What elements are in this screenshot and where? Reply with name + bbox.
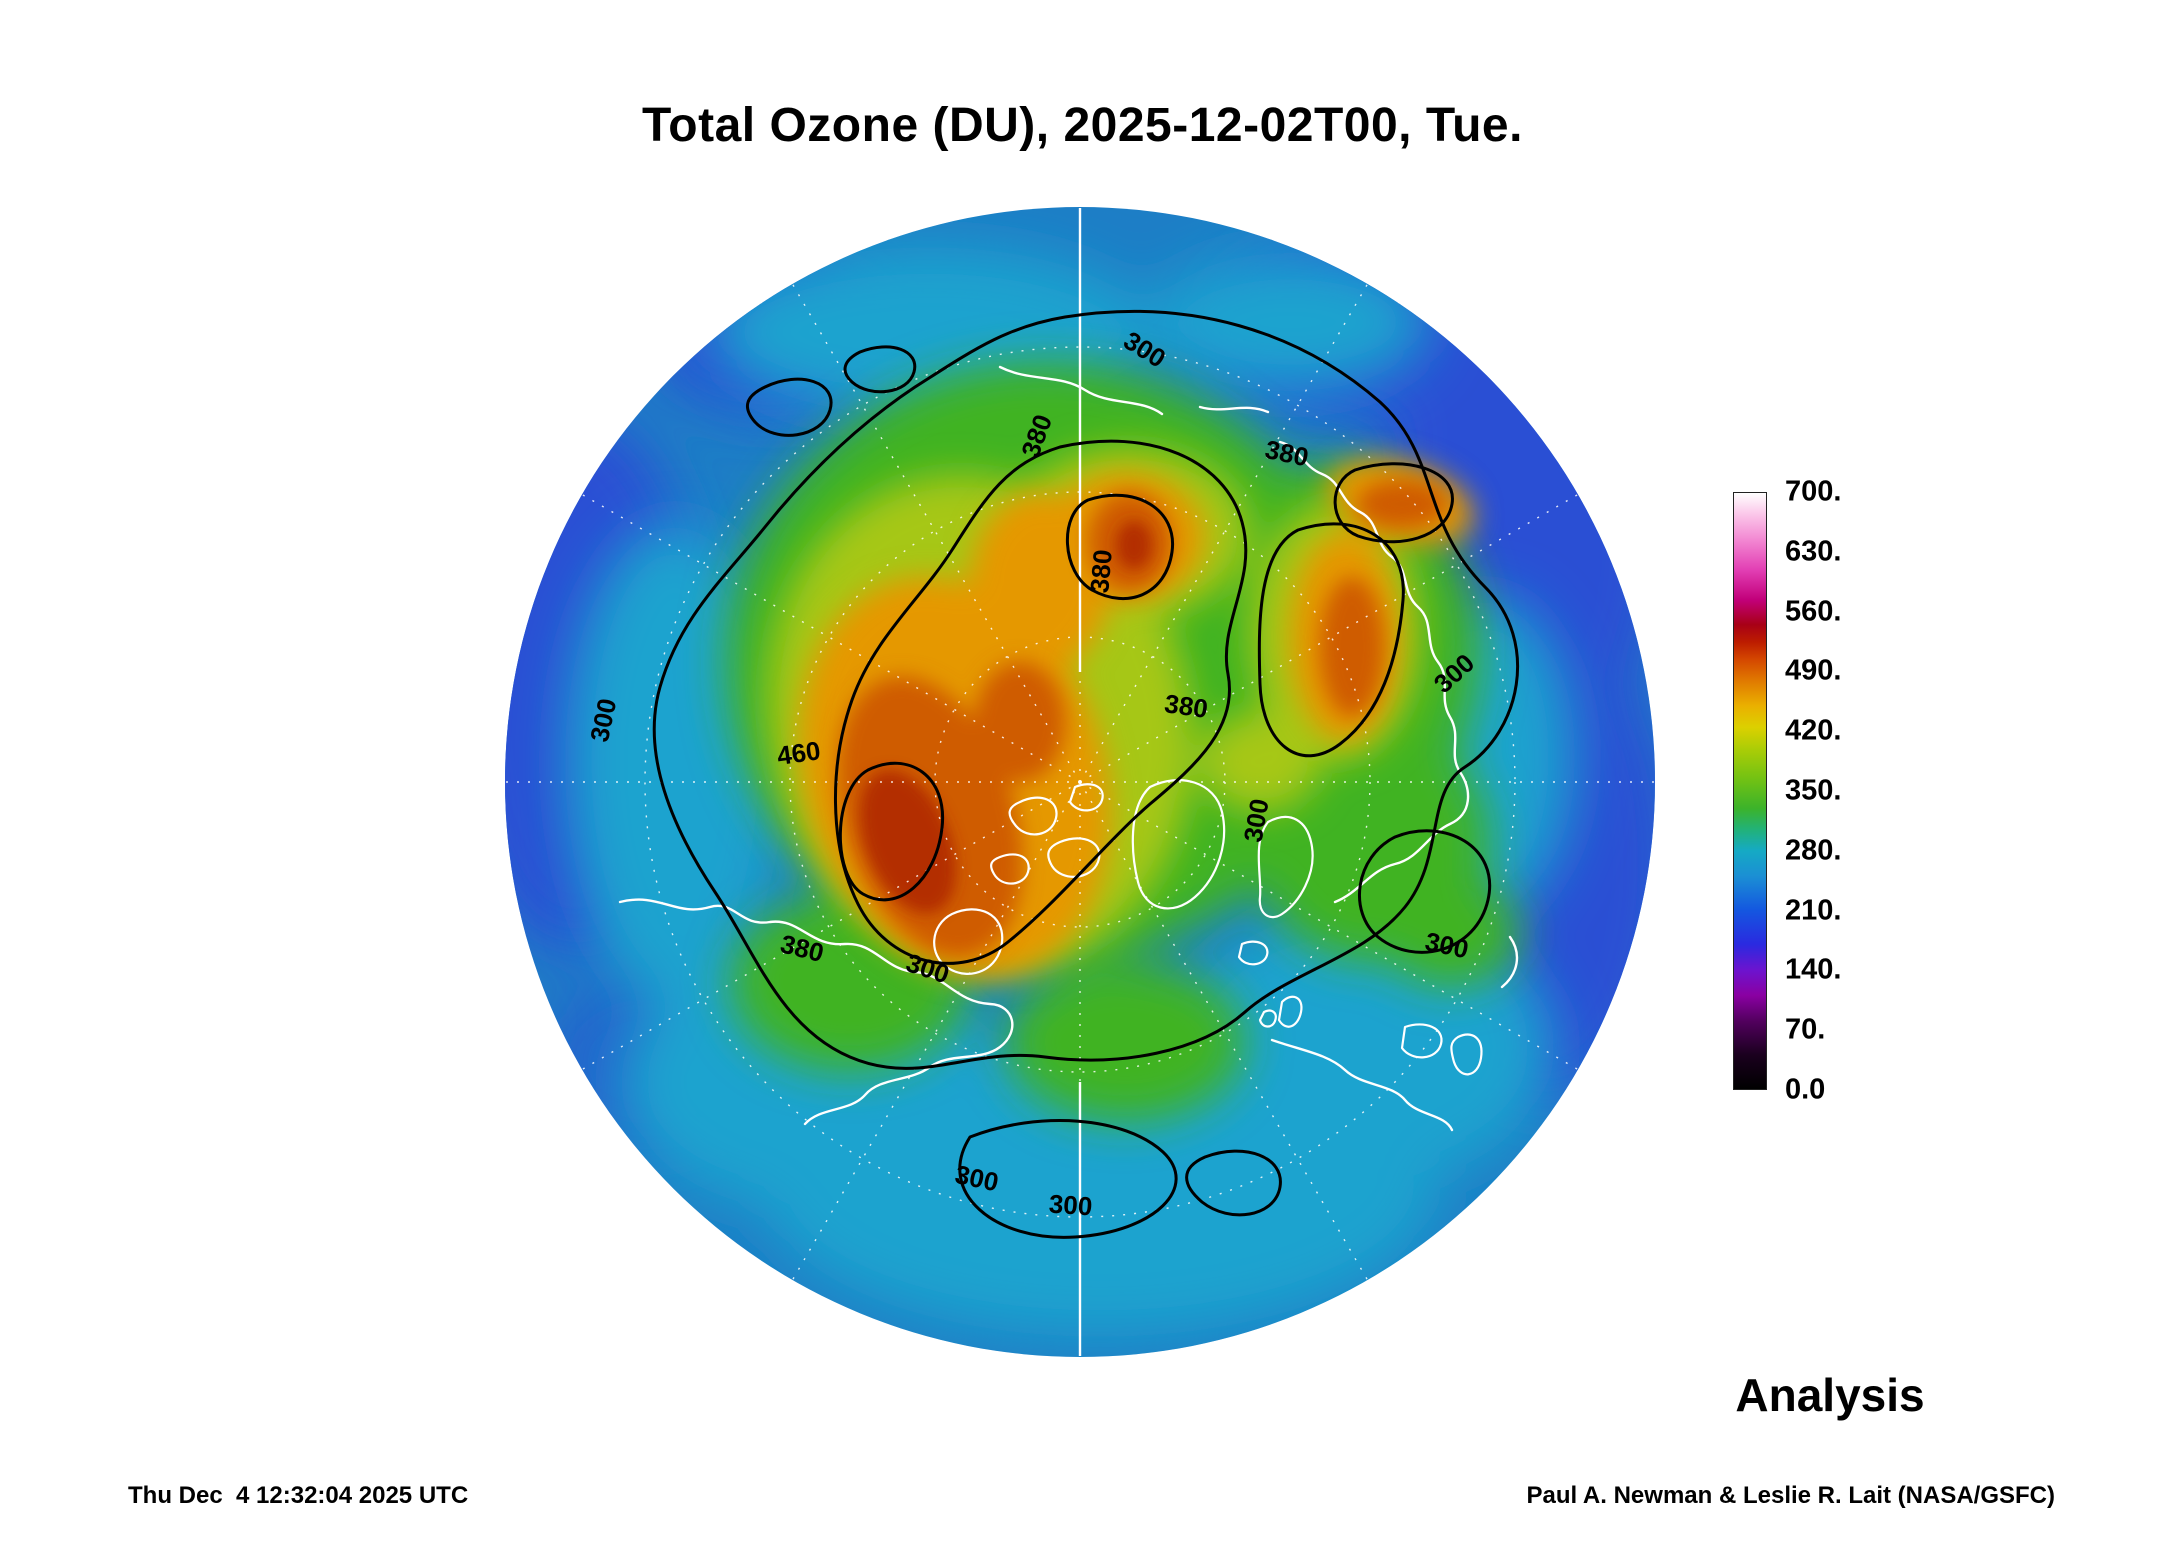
coastline-scandinavia — [1257, 816, 1314, 919]
contour-460 — [838, 761, 945, 902]
analysis-label: Analysis — [1735, 1369, 1925, 1421]
colorbar-tick: 280. — [1785, 834, 1842, 867]
contour-label: 460 — [775, 735, 822, 771]
colorbar-tick: 700. — [1785, 475, 1842, 508]
contour-lines — [652, 309, 1519, 1239]
contour-380-topright — [1333, 462, 1454, 544]
footer-timestamp: Thu Dec 4 12:32:04 2025 UTC — [128, 1482, 469, 1509]
contour-label: 380 — [1084, 548, 1118, 594]
contour-label: 300 — [1048, 1189, 1093, 1222]
colorbar — [1733, 492, 1767, 1090]
colorbar-tick: 70. — [1785, 1013, 1826, 1046]
field-dark-orange — [837, 480, 1447, 958]
coastline-alaska-bering — [998, 365, 1164, 416]
contour-300-island-topleft — [745, 377, 833, 437]
colorbar-tick: 210. — [1785, 894, 1842, 927]
contour-300-island-topleft-small — [843, 345, 917, 394]
coastline-east-asia — [1500, 935, 1519, 989]
coastline-arctic-island — [1068, 783, 1104, 812]
coastline-north-america — [618, 898, 1014, 1126]
contour-300-island-bottom — [958, 1119, 1178, 1239]
contour-380-right — [1257, 522, 1405, 758]
coastline-caspian-sea — [1450, 1033, 1483, 1076]
colorbar-gradient — [1734, 493, 1766, 1089]
colorbar-tick: 560. — [1785, 595, 1842, 628]
coastline-arctic-island — [1008, 796, 1058, 836]
contour-300-island-right — [1357, 829, 1492, 954]
contour-300-outer — [652, 309, 1519, 1070]
contour-380-main — [833, 439, 1248, 965]
contour-420-inner — [1066, 493, 1175, 600]
colorbar-tick: 630. — [1785, 535, 1842, 568]
coastline-arctic-island — [990, 853, 1030, 885]
colorbar-tick: 140. — [1785, 953, 1842, 986]
coastline-hudson-bay — [933, 908, 1004, 975]
page-title: Total Ozone (DU), 2025-12-02T00, Tue. — [642, 99, 1523, 152]
coastline-iceland — [1237, 940, 1269, 966]
graticule — [505, 207, 1655, 1357]
field-red-maximum — [859, 521, 1152, 914]
colorbar-tick: 420. — [1785, 714, 1842, 747]
coastline-chukotka — [1198, 405, 1270, 414]
coastline-europe-mediterranean — [1270, 1038, 1454, 1132]
coastline-britain — [1277, 995, 1303, 1028]
colorbar-tick: 350. — [1785, 774, 1842, 807]
coastline-black-sea — [1400, 1023, 1443, 1059]
footer-credit: Paul A. Newman & Leslie R. Lait (NASA/GS… — [1526, 1482, 2055, 1509]
contour-label: 300 — [1238, 796, 1275, 844]
coastline-ireland — [1258, 1009, 1277, 1028]
colorbar-tick: 490. — [1785, 654, 1842, 687]
contour-300-island-bottom-small — [1185, 1149, 1282, 1217]
ozone-map-container: 300 380 380 380 300 380 460 300 300 380 300 300 300 3… — [500, 202, 1660, 1362]
colorbar-ticks: 700. 630. 560. 490. 420. 350. 280. 210. 140. 70. 0… — [1785, 476, 1925, 1106]
colorbar-tick: 0.0 — [1785, 1073, 1826, 1106]
contour-label: 380 — [1163, 688, 1210, 724]
coastline-greenland — [1131, 779, 1226, 910]
